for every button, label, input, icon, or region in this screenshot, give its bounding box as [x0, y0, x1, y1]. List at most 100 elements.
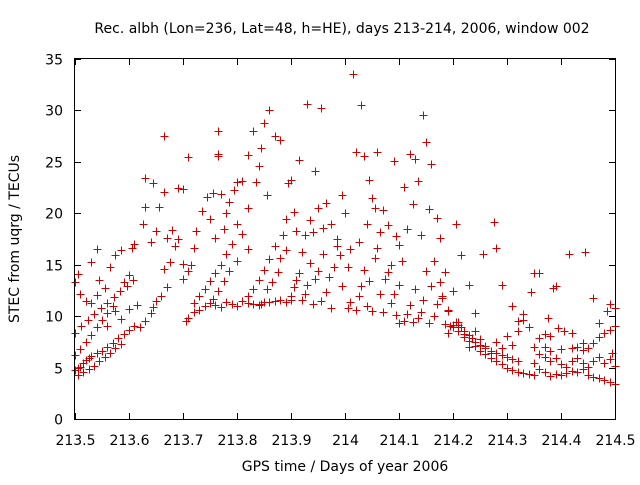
data-point: [244, 245, 253, 254]
data-point: [166, 258, 175, 267]
data-point: [417, 308, 426, 317]
data-point: [419, 111, 428, 120]
data-point: [260, 266, 269, 275]
y-tick-label: 10: [45, 310, 63, 326]
data-point: [438, 294, 447, 303]
data-point: [589, 373, 598, 382]
data-point: [519, 369, 528, 378]
data-point: [295, 269, 304, 278]
data-point: [579, 339, 588, 348]
data-point: [503, 364, 512, 373]
data-point: [76, 345, 85, 354]
data-point: [87, 299, 96, 308]
data-point: [265, 255, 274, 264]
data-point: [276, 254, 285, 263]
data-point: [136, 323, 145, 332]
data-point: [93, 349, 102, 358]
data-point: [163, 283, 172, 292]
data-point: [379, 206, 388, 215]
data-point: [535, 269, 544, 278]
data-point: [327, 220, 336, 229]
data-point: [222, 209, 231, 218]
data-point: [433, 300, 442, 309]
data-point: [417, 231, 426, 240]
data-point: [82, 297, 91, 306]
data-point: [282, 215, 291, 224]
data-point: [174, 184, 183, 193]
data-point: [263, 191, 272, 200]
data-point: [573, 368, 582, 377]
data-point: [392, 311, 401, 320]
data-point: [606, 326, 615, 335]
data-point: [476, 347, 485, 356]
data-point: [87, 258, 96, 267]
data-point: [595, 333, 604, 342]
data-point: [338, 191, 347, 200]
data-point: [476, 335, 485, 344]
data-point: [595, 374, 604, 383]
data-point: [101, 284, 110, 293]
data-point: [449, 287, 458, 296]
data-point: [498, 281, 507, 290]
data-point: [298, 248, 307, 257]
data-point: [211, 234, 220, 243]
data-point: [560, 327, 569, 336]
data-point: [387, 299, 396, 308]
data-point: [519, 310, 528, 319]
data-point: [503, 353, 512, 362]
data-point: [217, 303, 226, 312]
data-point: [355, 292, 364, 301]
y-axis-label: STEC from uqrg / TECUs: [7, 155, 23, 323]
data-point: [111, 344, 120, 353]
data-point: [368, 307, 377, 316]
data-point: [309, 228, 318, 237]
y-tick-label: 5: [54, 362, 63, 378]
data-point: [271, 132, 280, 141]
data-point: [252, 178, 261, 187]
data-point: [535, 365, 544, 374]
data-point: [365, 176, 374, 185]
data-point: [606, 355, 615, 364]
data-point: [371, 204, 380, 213]
data-point: [190, 308, 199, 317]
data-point: [141, 317, 150, 326]
data-point: [487, 349, 496, 358]
x-tick-label: 213.9: [271, 433, 311, 449]
data-point: [103, 309, 112, 318]
data-point: [114, 334, 123, 343]
data-point: [282, 298, 291, 307]
data-point: [290, 283, 299, 292]
data-point: [311, 167, 320, 176]
data-point: [187, 261, 196, 270]
x-tick-label: 214.4: [541, 433, 581, 449]
data-point: [211, 269, 220, 278]
data-point: [217, 190, 226, 199]
x-tick-label: 213.7: [163, 433, 203, 449]
plot-frame: [74, 58, 616, 420]
data-point: [387, 261, 396, 270]
data-point: [203, 193, 212, 202]
data-point: [514, 327, 523, 336]
data-point: [414, 314, 423, 323]
data-point: [395, 241, 404, 250]
data-point: [95, 357, 104, 366]
data-point: [392, 232, 401, 241]
data-point: [255, 162, 264, 171]
data-point: [508, 355, 517, 364]
data-point: [436, 234, 445, 243]
data-point: [87, 331, 96, 340]
data-point: [606, 378, 615, 387]
data-point: [584, 344, 593, 353]
data-point: [371, 254, 380, 263]
data-point: [557, 371, 566, 380]
y-tick-label: 25: [45, 156, 63, 172]
data-point: [74, 270, 83, 279]
data-point: [292, 227, 301, 236]
data-point: [174, 235, 183, 244]
data-point: [425, 205, 434, 214]
data-point: [346, 245, 355, 254]
data-point: [530, 343, 539, 352]
data-point: [319, 250, 328, 259]
chart-title: Rec. albh (Lon=236, Lat=48, h=HE), days …: [94, 21, 589, 37]
